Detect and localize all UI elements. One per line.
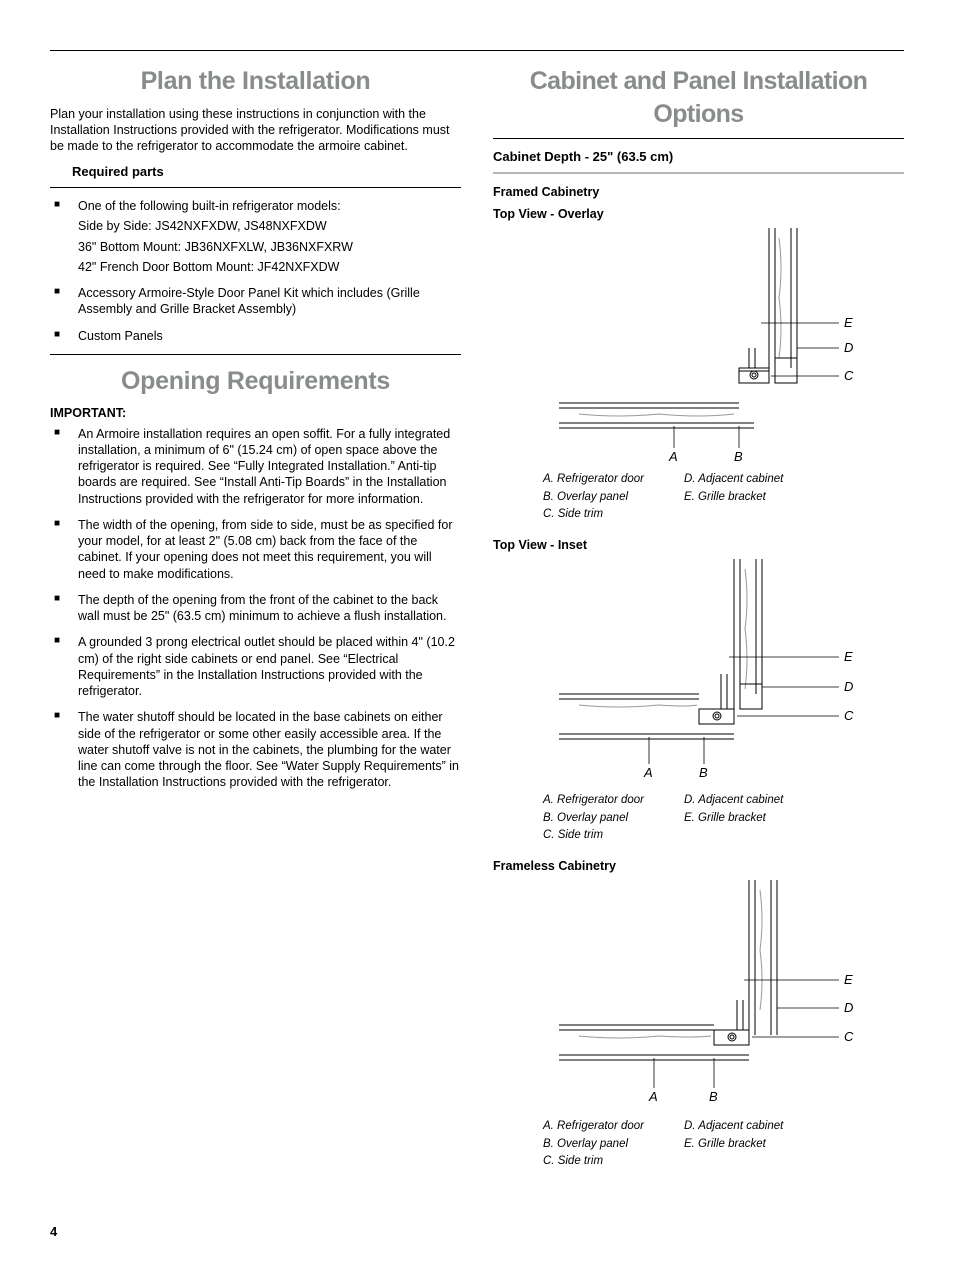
diagram-framed-overlay: A B C D E [493,228,904,463]
svg-text:A: A [668,449,678,463]
list-item-text: Accessory Armoire-Style Door Panel Kit w… [78,286,420,316]
legend-framed-inset: A. Refrigerator door B. Overlay panel C.… [543,792,904,844]
list-item-sub: 36" Bottom Mount: JB36NXFXLW, JB36NXFXRW [78,239,461,255]
legend-framed-overlay: A. Refrigerator door B. Overlay panel C.… [543,471,904,523]
legend-item: E. Grille bracket [684,810,783,827]
list-item-text: An Armoire installation requires an open… [78,427,450,506]
legend-item: B. Overlay panel [543,489,644,506]
list-item-text: The width of the opening, from side to s… [78,518,453,581]
plan-intro-text: Plan your installation using these instr… [50,106,461,155]
legend-item: A. Refrigerator door [543,471,644,488]
svg-text:D: D [844,679,853,694]
top-view-inset-label: Top View - Inset [493,537,904,553]
top-view-overlay-label: Top View - Overlay [493,206,904,222]
list-item-sub: 42" French Door Bottom Mount: JF42NXFXDW [78,259,461,275]
legend-item: B. Overlay panel [543,810,644,827]
required-parts-heading: Required parts [72,164,461,181]
list-item: Custom Panels [50,328,461,344]
svg-text:D: D [844,340,853,355]
legend-item: C. Side trim [543,827,644,844]
diagram-frameless: A B C D E [493,880,904,1110]
legend-item: A. Refrigerator door [543,1118,644,1135]
diagram-framed-inset: A B C D E [493,559,904,784]
list-item: Accessory Armoire-Style Door Panel Kit w… [50,285,461,318]
legend-item: D. Adjacent cabinet [684,1118,783,1135]
list-item-text: Custom Panels [78,329,163,343]
list-item-text: The water shutoff should be located in t… [78,710,459,789]
list-item: An Armoire installation requires an open… [50,426,461,507]
list-item: A grounded 3 prong electrical outlet sho… [50,634,461,699]
svg-text:C: C [844,368,854,383]
frameless-heading: Frameless Cabinetry [493,858,904,874]
framed-heading: Framed Cabinetry [493,184,904,200]
legend-item: D. Adjacent cabinet [684,471,783,488]
list-item-text: A grounded 3 prong electrical outlet sho… [78,635,455,698]
svg-text:B: B [734,449,743,463]
list-item: The width of the opening, from side to s… [50,517,461,582]
svg-text:E: E [844,972,853,987]
left-column: Plan the Installation Plan your installa… [50,65,461,1184]
svg-text:D: D [844,1000,853,1015]
list-item-sub: Side by Side: JS42NXFXDW, JS48NXFXDW [78,218,461,234]
opening-req-title: Opening Requirements [50,365,461,398]
list-item: The water shutoff should be located in t… [50,709,461,790]
cabinet-depth-heading: Cabinet Depth - 25" (63.5 cm) [493,149,904,166]
gray-rule [493,172,904,174]
legend-item: E. Grille bracket [684,489,783,506]
svg-text:C: C [844,1029,854,1044]
rule [50,354,461,355]
svg-text:A: A [643,765,653,780]
rule [50,187,461,188]
important-label: IMPORTANT: [50,405,461,421]
list-item-text: One of the following built-in refrigerat… [78,199,341,213]
svg-text:E: E [844,315,853,330]
legend-item: C. Side trim [543,1153,644,1170]
legend-item: C. Side trim [543,506,644,523]
svg-text:C: C [844,708,854,723]
list-item-text: The depth of the opening from the front … [78,593,446,623]
list-item: One of the following built-in refrigerat… [50,198,461,275]
legend-col: A. Refrigerator door B. Overlay panel C.… [543,792,644,844]
legend-item: E. Grille bracket [684,1136,783,1153]
legend-col: D. Adjacent cabinet E. Grille bracket [684,792,783,844]
legend-col: A. Refrigerator door B. Overlay panel C.… [543,471,644,523]
right-column: Cabinet and Panel Installation Options C… [493,65,904,1184]
legend-item: B. Overlay panel [543,1136,644,1153]
required-parts-list: One of the following built-in refrigerat… [50,198,461,344]
svg-text:A: A [648,1089,658,1104]
opening-req-list: An Armoire installation requires an open… [50,426,461,791]
legend-col: A. Refrigerator door B. Overlay panel C.… [543,1118,644,1170]
list-item: The depth of the opening from the front … [50,592,461,625]
plan-installation-title: Plan the Installation [50,65,461,98]
legend-col: D. Adjacent cabinet E. Grille bracket [684,1118,783,1170]
svg-text:B: B [709,1089,718,1104]
content-columns: Plan the Installation Plan your installa… [50,65,904,1184]
cabinet-options-title: Cabinet and Panel Installation Options [493,65,904,130]
svg-text:E: E [844,649,853,664]
rule [493,138,904,139]
top-rule [50,50,904,51]
legend-item: D. Adjacent cabinet [684,792,783,809]
svg-text:B: B [699,765,708,780]
legend-col: D. Adjacent cabinet E. Grille bracket [684,471,783,523]
page-number: 4 [50,1224,904,1241]
legend-frameless: A. Refrigerator door B. Overlay panel C.… [543,1118,904,1170]
legend-item: A. Refrigerator door [543,792,644,809]
